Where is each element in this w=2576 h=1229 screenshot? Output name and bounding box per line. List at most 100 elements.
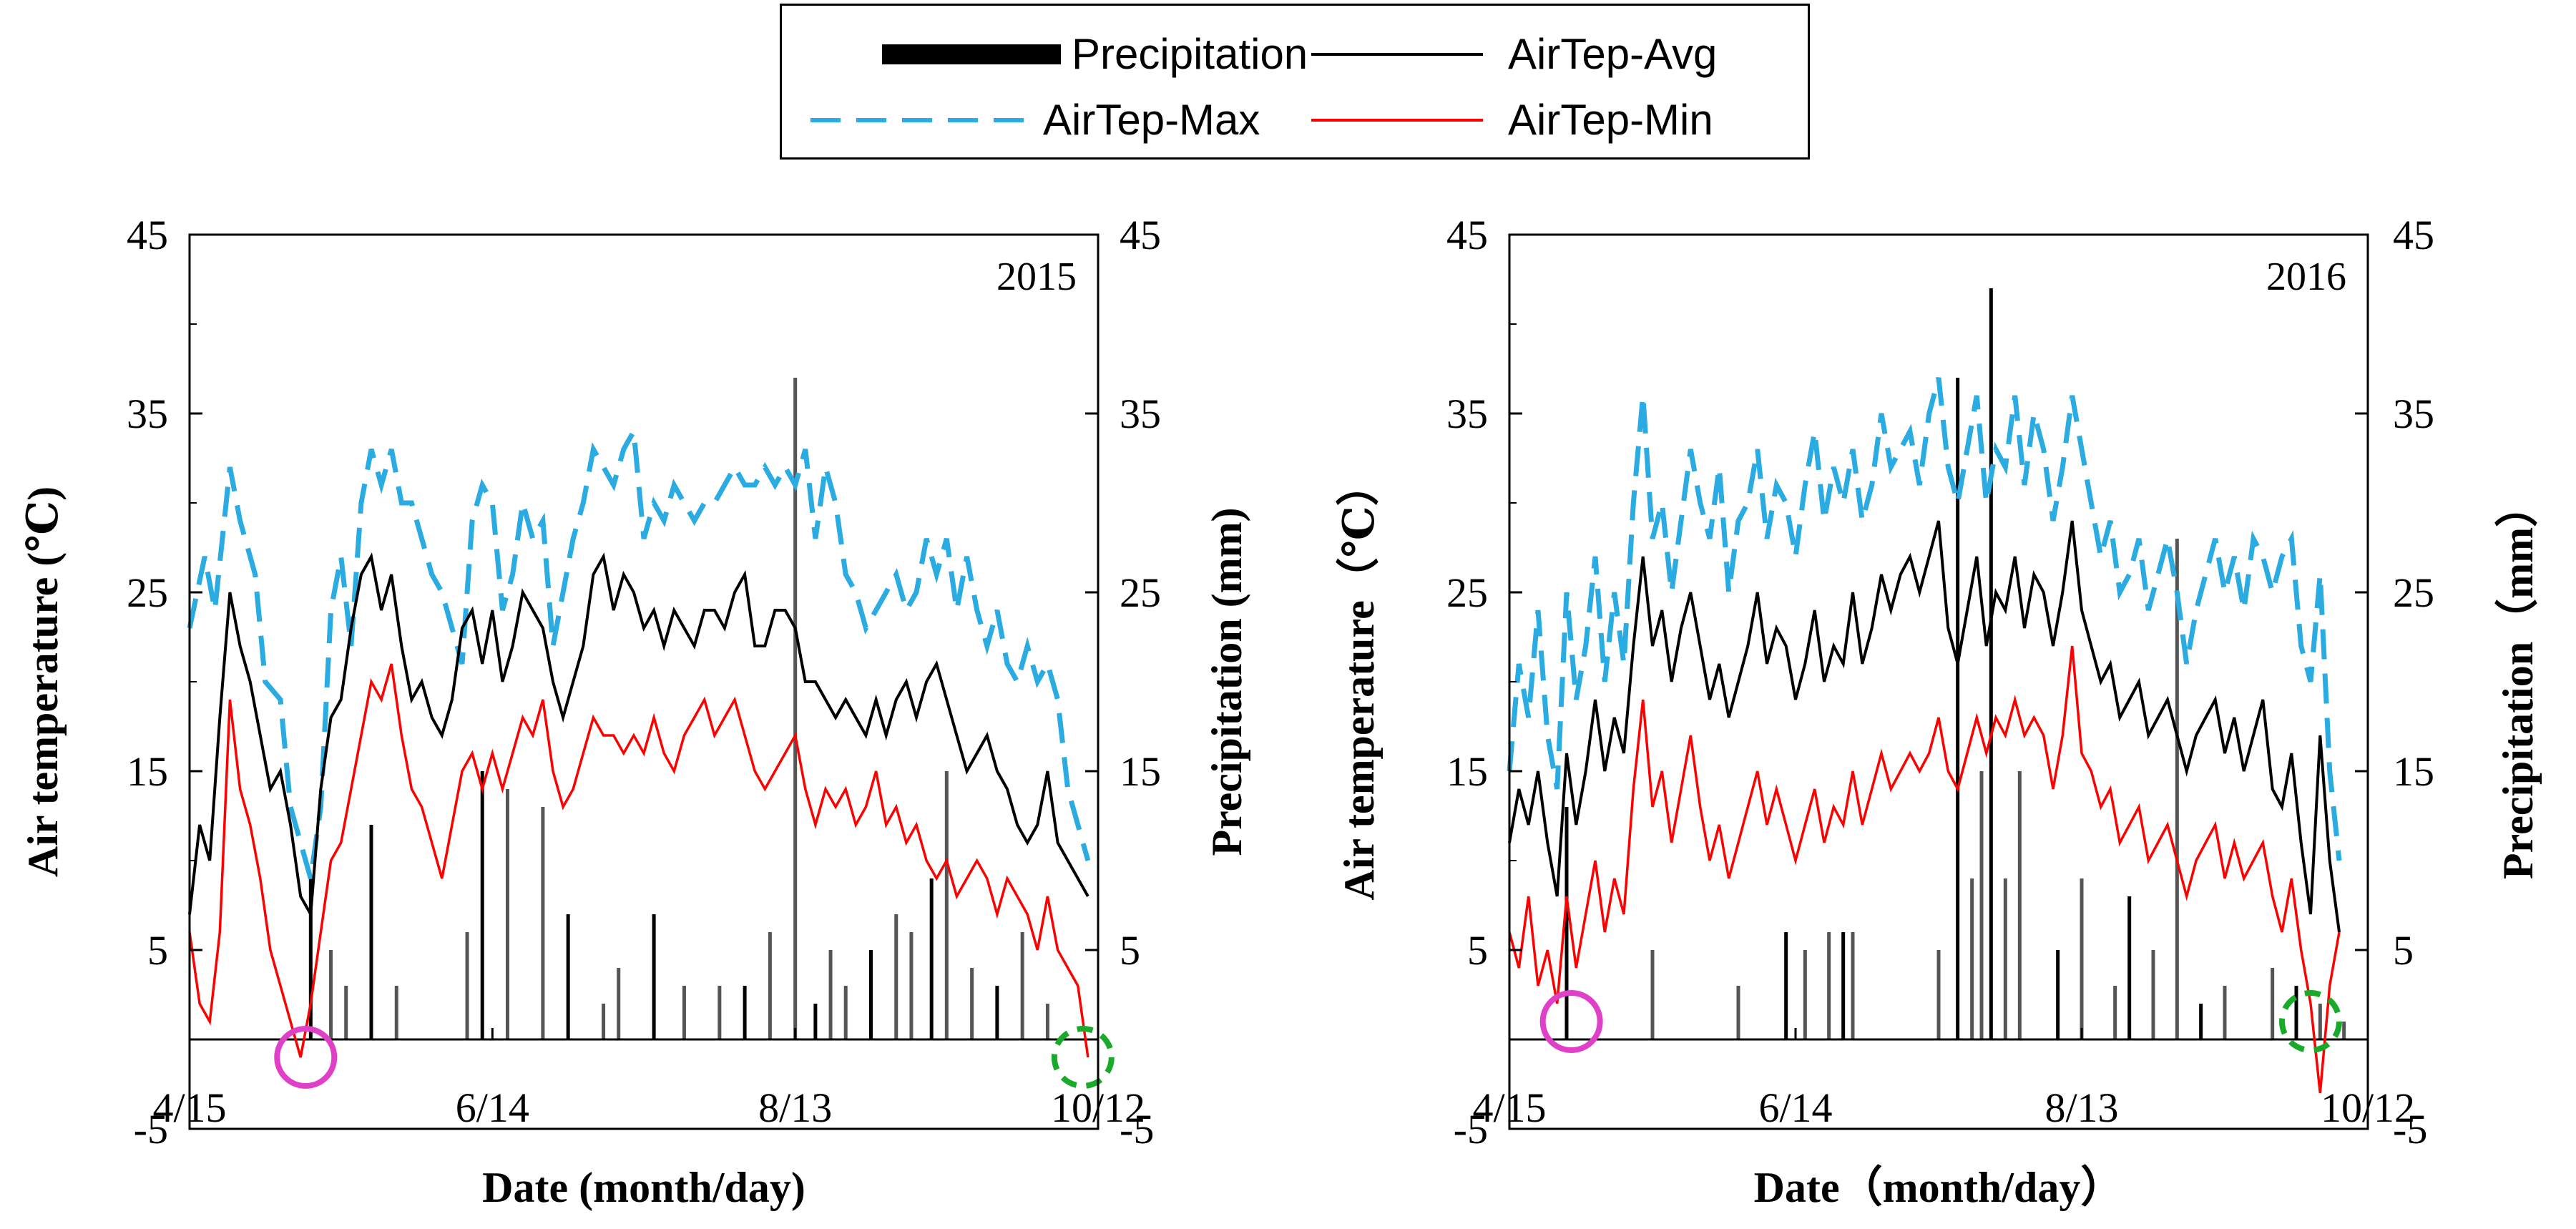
legend-precipitation-swatch (882, 44, 1061, 64)
legend-airtep-avg-swatch (1311, 53, 1483, 56)
precipitation-bar (828, 950, 833, 1039)
precipitation-bar (2017, 771, 2022, 1039)
precipitation-bar (2271, 968, 2275, 1039)
chart-2015: -5 5 15 25 35 45 -5 5 15 25 35 45 4/15 6/14 8/13 10/12 2… (19, 212, 1250, 1211)
legend-airtep-max-swatch (810, 118, 1032, 122)
precipitation-bar (480, 771, 484, 1039)
precipitation-bar (652, 914, 656, 1039)
x-tick-label: 10/12 (1051, 1084, 1145, 1131)
chart-title: 2015 (996, 255, 1077, 299)
precipitation-bar (682, 986, 686, 1039)
precipitation-bar (2113, 986, 2117, 1039)
y-tick-label: 25 (1446, 569, 1488, 616)
y-tick-label: 5 (147, 927, 168, 974)
y-tick-label: 45 (127, 212, 168, 258)
y2-tick-label: 25 (1120, 569, 1161, 616)
precipitation-bar (929, 878, 934, 1039)
legend: Precipitation AirTep-Avg AirTep-Max AirT… (780, 4, 1810, 160)
precipitation-bar (308, 878, 313, 1039)
series-airtep-min (1508, 645, 2341, 1094)
y2-tick-label: 45 (2393, 212, 2434, 258)
precipitation-bar (1989, 288, 1993, 1039)
precipitation-bar (2003, 878, 2007, 1039)
y-tick-label: 15 (127, 748, 168, 795)
legend-airtep-min-swatch (1311, 119, 1483, 122)
x-tick-label: 6/14 (1758, 1084, 1832, 1131)
precipitation-bar (1564, 807, 1569, 1039)
y2-tick-label: 35 (1120, 391, 1161, 437)
series-airtep-avg (1508, 520, 2341, 933)
precipitation-bar (894, 914, 898, 1039)
y-tick-label: 35 (127, 391, 168, 437)
y2-tick-label: 25 (2393, 569, 2434, 616)
precipitation-bar (2127, 896, 2132, 1039)
y2-tick-label: 15 (1120, 748, 1161, 795)
precipitation-bar (1936, 950, 1941, 1039)
y-tick-label: 5 (1467, 927, 1488, 974)
legend-airtep-max: AirTep-Max (810, 99, 1283, 142)
precipitation-bar (1045, 1004, 1049, 1039)
precipitation-bar (394, 986, 398, 1039)
y2-tick-label: -5 (1120, 1106, 1154, 1152)
y-axis-label: Air temperature (℃) (19, 486, 67, 877)
precipitation-bar (329, 950, 333, 1039)
precipitation-bar (2318, 1004, 2322, 1039)
precipitation-bar (506, 789, 509, 1039)
y2-axis-label: Precipitation（mm） (2494, 484, 2542, 879)
y2-tick-label: 45 (1120, 212, 1161, 258)
precipitation-bar (768, 932, 772, 1039)
legend-airtep-min-label: AirTep-Min (1508, 96, 1713, 144)
precipitation-bar (2151, 950, 2155, 1039)
precipitation-bar (1979, 771, 1984, 1039)
series-airtep-avg (188, 552, 1089, 919)
precipitation-bar (2056, 950, 2060, 1039)
y-tick-label: 25 (127, 569, 168, 616)
precipitation-bar (1020, 932, 1024, 1039)
precipitation-bar (718, 986, 722, 1039)
precipitation-bar (944, 771, 949, 1039)
precipitation-bar (617, 968, 621, 1039)
x-tick-label: 4/15 (152, 1084, 226, 1131)
precipitation-bar (743, 986, 747, 1039)
precipitation-bar (1956, 378, 1960, 1039)
y-tick-label: 15 (1446, 748, 1488, 795)
precipitation-bar (1650, 950, 1655, 1039)
precipitation-bar (813, 1004, 818, 1039)
legend-airtep-avg-label: AirTep-Avg (1508, 30, 1718, 78)
legend-precipitation: Precipitation (810, 33, 1308, 76)
y2-tick-label: 35 (2393, 391, 2434, 437)
y-tick-label: -5 (1454, 1106, 1488, 1152)
marker-circle-green (1051, 1026, 1115, 1089)
series-airtep-max (187, 423, 1091, 879)
y2-axis-label: Precipitation (mm) (1203, 507, 1250, 856)
x-tick-label: 10/12 (2321, 1084, 2415, 1131)
y2-tick-label: 5 (2393, 927, 2414, 974)
y-tick-label: 45 (1446, 212, 1488, 258)
precipitation-bar (2294, 986, 2298, 1039)
precipitation-bar (1736, 986, 1740, 1039)
precipitation-bar (1841, 932, 1846, 1039)
precipitation-bar (869, 950, 873, 1039)
legend-airtep-avg: AirTep-Avg (1311, 33, 1805, 76)
precipitation-bar (1827, 932, 1831, 1039)
precipitation-bar (2199, 1004, 2203, 1039)
precipitation-bar (995, 986, 999, 1039)
chart-title: 2016 (2266, 255, 2346, 299)
precipitation-bar (344, 986, 348, 1039)
precipitation-bar (541, 807, 545, 1039)
y2-tick-label: -5 (2393, 1106, 2427, 1152)
precipitation-bar (2342, 1022, 2346, 1039)
precipitation-bar (369, 825, 373, 1039)
x-axis-label: Date (month/day) (482, 1164, 805, 1211)
marker-circle-pink (1539, 990, 1603, 1053)
precipitation-bar (2080, 878, 2084, 1039)
legend-precipitation-label: Precipitation (1072, 30, 1308, 78)
precipitation-bar (1970, 878, 1974, 1039)
x-axis-label: Date（month/day） (1754, 1163, 2124, 1211)
precipitation-bar (970, 968, 974, 1039)
y2-tick-label: 15 (2393, 748, 2434, 795)
precipitation-bars (308, 378, 1049, 1039)
x-tick-label: 4/15 (1472, 1084, 1546, 1131)
precipitation-bar (2175, 539, 2179, 1039)
marker-circle-green (2279, 990, 2342, 1053)
